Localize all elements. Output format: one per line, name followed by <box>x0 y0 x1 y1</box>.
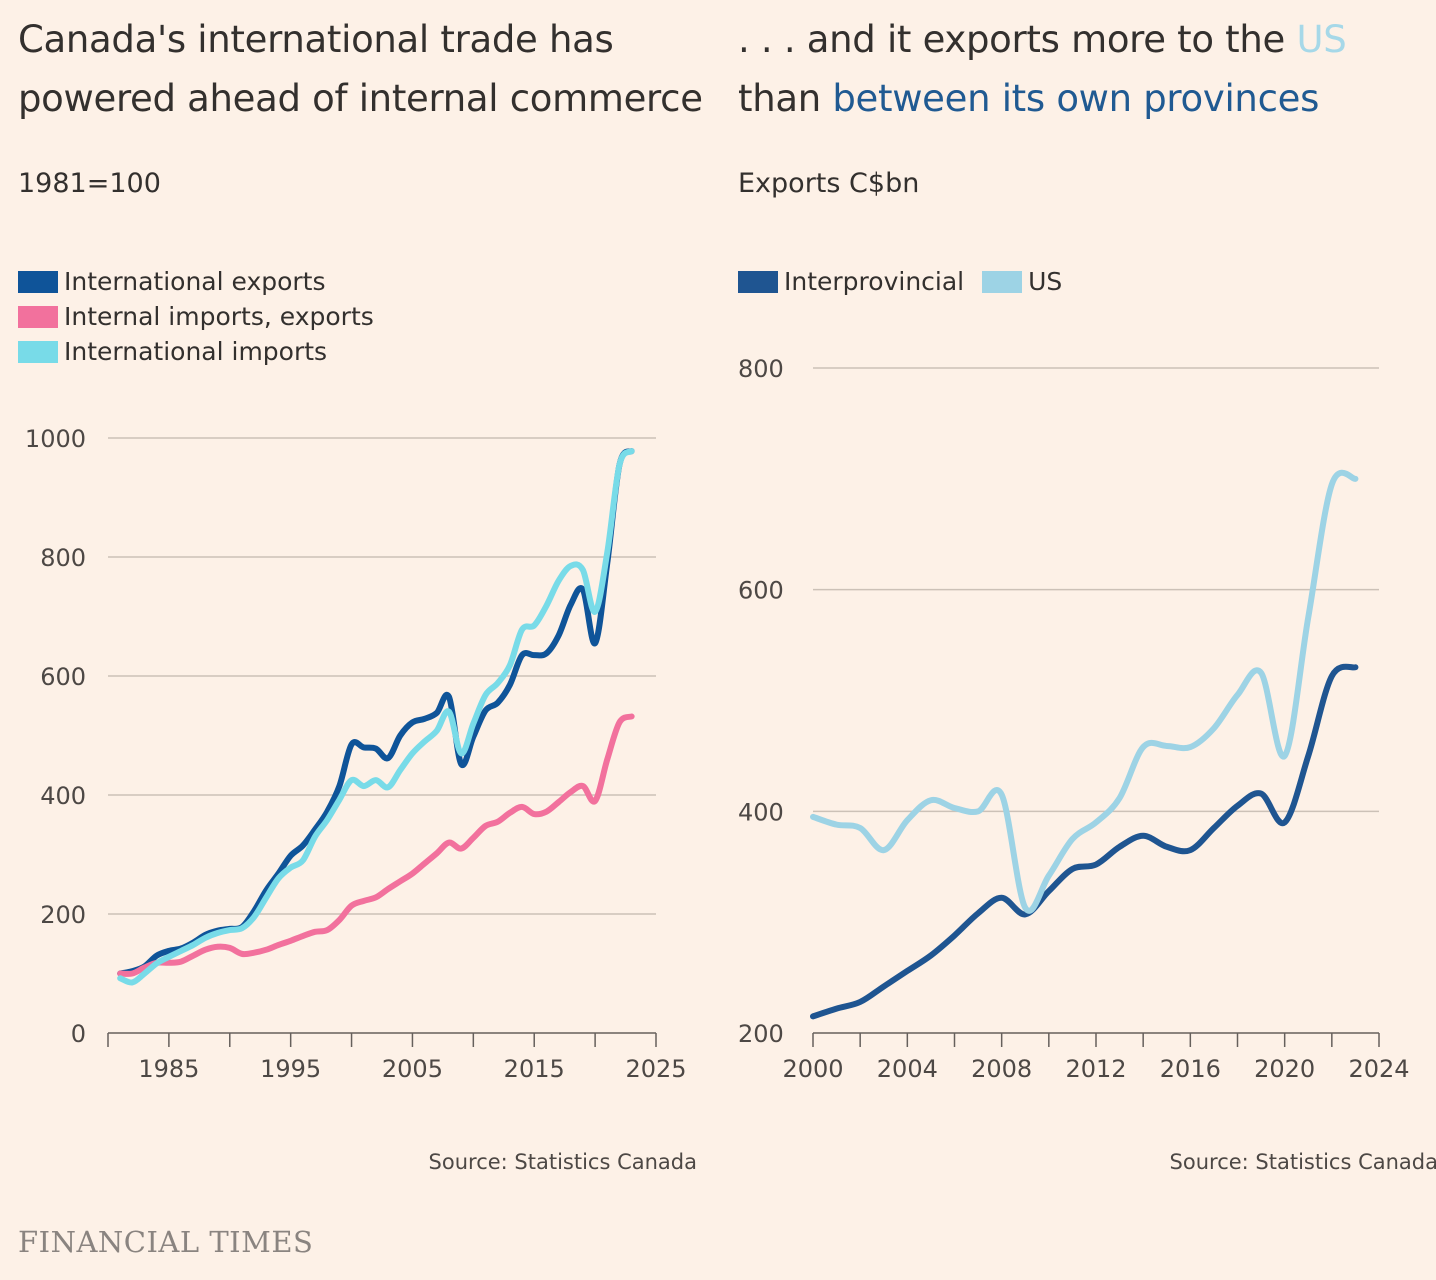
left-series-line-international-imports <box>117 448 635 986</box>
left-y-tick-label-0: 0 <box>71 1020 86 1048</box>
financial-times-logo: FINANCIAL TIMES <box>18 1225 314 1259</box>
left-x-tick-label-2005: 2005 <box>382 1055 443 1083</box>
right-x-tick-label-2012: 2012 <box>1065 1055 1126 1083</box>
left-y-tick-label-1000: 1000 <box>25 425 86 453</box>
legend-label-us: US <box>1028 267 1063 296</box>
right-series-line-interprovincial <box>810 663 1359 1020</box>
left-x-tick-label-2025: 2025 <box>625 1055 686 1083</box>
right-series-line-us <box>810 469 1359 914</box>
legend-item-international-exports: International exports <box>18 264 374 299</box>
legend-item-interprovincial: Interprovincial <box>738 267 964 296</box>
left-chart-title: Canada's international trade has powered… <box>18 18 703 120</box>
left-chart-legend: International exports Internal imports, … <box>18 264 374 369</box>
left-x-tick-label-1985: 1985 <box>138 1055 199 1083</box>
right-title-part-provinces: between its own provinces <box>832 77 1320 120</box>
right-y-tick-label-200: 200 <box>738 1020 784 1048</box>
left-series-line-internal-imports-exports <box>117 713 635 977</box>
legend-swatch-interprovincial <box>738 270 778 293</box>
right-x-tick-label-2000: 2000 <box>782 1055 843 1083</box>
right-chart-source: Source: Statistics Canada <box>1169 1150 1436 1174</box>
legend-swatch-international-exports <box>18 270 58 293</box>
left-x-tick-label-1995: 1995 <box>260 1055 321 1083</box>
right-x-tick-label-2020: 2020 <box>1254 1055 1315 1083</box>
left-y-tick-label-200: 200 <box>40 901 86 929</box>
left-chart-plot: 0 200 400 600 800 1000 1985 1995 2005 2015 2025 <box>25 425 687 1083</box>
right-chart-plot: 200 400 600 800 2000 2004 2008 2012 2016 2020 2024 <box>738 355 1410 1083</box>
legend-swatch-internal-imports-exports <box>18 305 58 328</box>
legend-label-internal-imports-exports: Internal imports, exports <box>64 302 374 331</box>
left-y-tick-label-600: 600 <box>40 663 86 691</box>
legend-label-interprovincial: Interprovincial <box>784 267 965 296</box>
left-y-tick-label-400: 400 <box>40 782 86 810</box>
left-chart-source: Source: Statistics Canada <box>428 1150 697 1174</box>
left-chart-subtitle: 1981=100 <box>18 168 161 199</box>
right-chart-subtitle: Exports C$bn <box>738 168 920 199</box>
left-x-tick-label-2015: 2015 <box>504 1055 565 1083</box>
left-chart-panel: Canada's international trade has powered… <box>0 0 703 1200</box>
right-chart-title: . . . and it exports more to the US than… <box>738 10 1428 128</box>
right-y-tick-label-600: 600 <box>738 577 784 605</box>
right-title-part-3: than <box>738 77 833 120</box>
right-y-tick-label-400: 400 <box>738 798 784 826</box>
legend-swatch-international-imports <box>18 340 58 363</box>
legend-item-internal-imports-exports: Internal imports, exports <box>18 299 374 334</box>
right-y-tick-label-800: 800 <box>738 355 784 383</box>
right-title-part-us: US <box>1296 18 1347 61</box>
right-chart-legend: Interprovincial US <box>738 264 1080 299</box>
right-x-tick-label-2004: 2004 <box>877 1055 938 1083</box>
right-chart-panel: . . . and it exports more to the US than… <box>720 0 1436 1200</box>
right-title-part-1: . . . and it exports more to the <box>738 18 1297 61</box>
right-x-tick-label-2024: 2024 <box>1348 1055 1409 1083</box>
right-x-tick-label-2016: 2016 <box>1160 1055 1221 1083</box>
legend-item-international-imports: International imports <box>18 334 374 369</box>
legend-swatch-us <box>982 270 1023 293</box>
legend-label-international-imports: International imports <box>64 337 328 366</box>
left-y-tick-label-800: 800 <box>40 544 86 572</box>
legend-label-international-exports: International exports <box>64 267 326 296</box>
right-x-tick-label-2008: 2008 <box>971 1055 1032 1083</box>
legend-item-us: US <box>982 267 1062 296</box>
